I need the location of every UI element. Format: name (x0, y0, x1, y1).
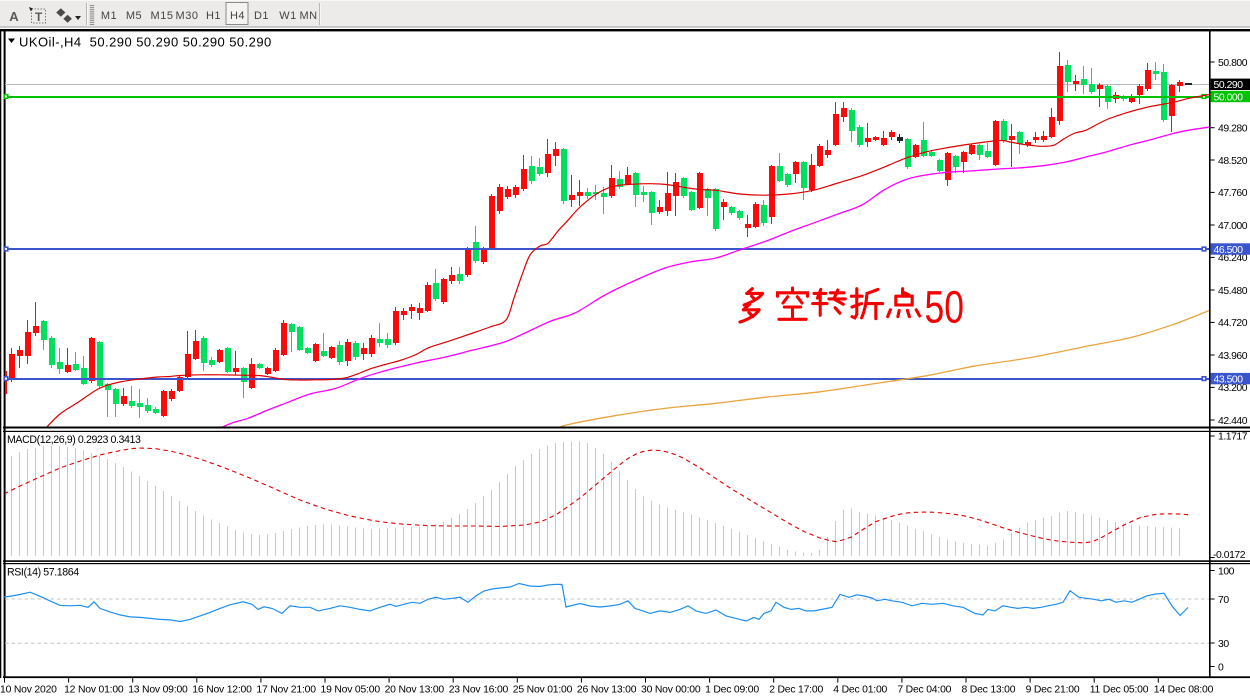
svg-text:44.720: 44.720 (1218, 318, 1248, 329)
svg-text:9 Dec 21:00: 9 Dec 21:00 (1026, 685, 1080, 696)
svg-text:2 Dec 17:00: 2 Dec 17:00 (769, 685, 823, 696)
svg-text:50.800: 50.800 (1218, 58, 1248, 69)
svg-text:1 Dec 09:00: 1 Dec 09:00 (705, 685, 759, 696)
svg-text:43.960: 43.960 (1218, 351, 1248, 362)
svg-text:12 Nov 01:00: 12 Nov 01:00 (64, 685, 124, 696)
svg-text:0: 0 (1218, 662, 1224, 673)
svg-text:30: 30 (1218, 639, 1229, 650)
svg-text:42.440: 42.440 (1218, 416, 1248, 427)
svg-text:48.520: 48.520 (1218, 156, 1248, 167)
svg-text:26 Nov 13:00: 26 Nov 13:00 (577, 685, 637, 696)
svg-text:47.000: 47.000 (1218, 221, 1248, 232)
svg-text:25 Nov 01:00: 25 Nov 01:00 (513, 685, 573, 696)
svg-text:19 Nov 05:00: 19 Nov 05:00 (321, 685, 381, 696)
svg-text:50.000: 50.000 (1214, 92, 1244, 103)
svg-text:16 Nov 12:00: 16 Nov 12:00 (192, 685, 252, 696)
svg-text:7 Dec 04:00: 7 Dec 04:00 (897, 685, 951, 696)
svg-text:1.1717: 1.1717 (1218, 432, 1248, 443)
svg-text:4 Dec 01:00: 4 Dec 01:00 (833, 685, 887, 696)
svg-text:M5: M5 (126, 10, 142, 22)
svg-text:20 Nov 13:00: 20 Nov 13:00 (385, 685, 445, 696)
svg-text:M1: M1 (101, 10, 117, 22)
svg-text:30 Nov 00:00: 30 Nov 00:00 (641, 685, 701, 696)
svg-text:23 Nov 16:00: 23 Nov 16:00 (449, 685, 509, 696)
svg-text:H4: H4 (230, 10, 245, 22)
svg-text:43.200: 43.200 (1218, 383, 1248, 394)
svg-text:-0.0172: -0.0172 (1213, 550, 1246, 561)
svg-text:MN: MN (299, 10, 317, 22)
svg-text:50.290: 50.290 (1214, 80, 1244, 91)
svg-text:H1: H1 (206, 10, 221, 22)
svg-text:49.280: 49.280 (1218, 124, 1248, 135)
svg-text:70: 70 (1218, 595, 1229, 606)
svg-text:10 Nov 2020: 10 Nov 2020 (0, 685, 57, 696)
svg-text:50: 50 (925, 281, 964, 332)
svg-text:MACD(12,26,9) 0.2923 0.3413: MACD(12,26,9) 0.2923 0.3413 (7, 434, 141, 446)
svg-text:UKOil-,H4 50.290 50.290 50.29: UKOil-,H4 50.290 50.290 50.290 50.290 (19, 35, 272, 50)
svg-text:M30: M30 (176, 10, 199, 22)
svg-text:D1: D1 (254, 10, 269, 22)
svg-text:RSI(14) 57.1864: RSI(14) 57.1864 (7, 567, 79, 579)
svg-text:M15: M15 (151, 10, 174, 22)
svg-text:46.240: 46.240 (1218, 253, 1248, 264)
svg-text:47.760: 47.760 (1218, 188, 1248, 199)
svg-text:43.500: 43.500 (1214, 374, 1244, 385)
svg-text:14 Dec 08:00: 14 Dec 08:00 (1154, 685, 1214, 696)
svg-text:8 Dec 13:00: 8 Dec 13:00 (962, 685, 1016, 696)
svg-text:13 Nov 09:00: 13 Nov 09:00 (128, 685, 188, 696)
svg-text:46.500: 46.500 (1214, 245, 1244, 256)
svg-text:11 Dec 05:00: 11 Dec 05:00 (1090, 685, 1149, 696)
svg-text:45.480: 45.480 (1218, 286, 1248, 297)
svg-text:W1: W1 (279, 10, 297, 22)
svg-text:100: 100 (1218, 566, 1235, 577)
svg-text:T: T (35, 10, 43, 24)
svg-text:A: A (9, 9, 19, 24)
svg-text:17 Nov 21:00: 17 Nov 21:00 (256, 685, 316, 696)
